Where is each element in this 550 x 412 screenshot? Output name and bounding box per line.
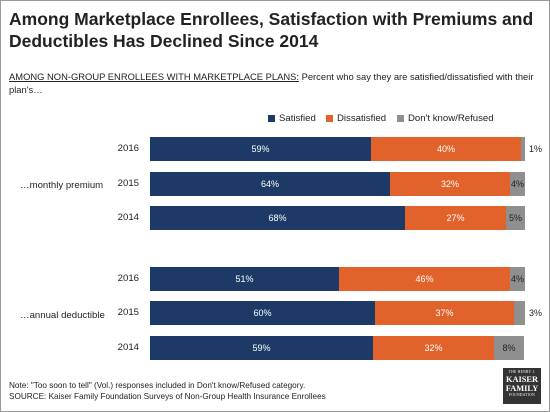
row-year-label: 2016 (117, 143, 139, 154)
logo-line-1: THE HENRY J. (508, 370, 536, 374)
row-year-label: 2015 (117, 178, 139, 189)
bar-segment-dissatisfied: 40% (371, 137, 521, 161)
row-year-label: 2014 (117, 342, 139, 353)
legend-item-dont-know: Don't know/Refused (397, 113, 494, 124)
bar-segment-dont-know: 1% (521, 137, 542, 161)
chart-note: Note: "Too soon to tell" (Vol.) response… (9, 381, 306, 390)
bar-segment-dissatisfied: 46% (339, 267, 510, 291)
bar-value-label: 32% (440, 179, 459, 189)
legend-swatch-dont-know (397, 115, 404, 122)
bar-value-label: 4% (510, 179, 524, 189)
legend-item-satisfied: Satisfied (268, 113, 316, 124)
bar-row: 64% 32% 4% (150, 172, 525, 196)
bar-value-label: 59% (251, 144, 270, 154)
chart-subtitle: AMONG NON-GROUP ENROLLEES WITH MARKETPLA… (9, 71, 539, 96)
bar-value-label: 4% (510, 274, 524, 284)
row-year-label: 2014 (117, 212, 139, 223)
bar-segment-satisfied: 60% (150, 301, 375, 325)
group-label-deductible: …annual deductible (20, 310, 105, 321)
subtitle-question: Percent who say they are satisfied/dissa… (9, 71, 534, 95)
logo-line-2b: FAMILY (505, 384, 539, 393)
bar-value-label: 1% (529, 144, 543, 154)
bar-row: 59% 40% 1% (150, 137, 542, 161)
bar-value-label: 40% (436, 144, 455, 154)
bar-segment-dissatisfied: 37% (375, 301, 514, 325)
bar-value-label: 27% (446, 213, 465, 223)
bar-row: 60% 37% 3% (150, 301, 542, 325)
chart-source: SOURCE: Kaiser Family Foundation Surveys… (9, 392, 326, 401)
bar-segment-dont-know: 3% (514, 301, 542, 325)
bar-segment-satisfied: 51% (150, 267, 339, 291)
chart-title: Among Marketplace Enrollees, Satisfactio… (9, 9, 534, 51)
bar-segment-satisfied: 68% (150, 206, 405, 230)
bar-segment-dont-know: 8% (494, 336, 524, 360)
bar-value-label: 51% (235, 274, 254, 284)
row-year-label: 2016 (117, 273, 139, 284)
kff-logo: THE HENRY J. KAISER FAMILY FOUNDATION (503, 368, 541, 404)
bar-segment-dissatisfied: 32% (390, 172, 510, 196)
legend-label-dont-know: Don't know/Refused (408, 113, 494, 124)
legend-item-dissatisfied: Dissatisfied (326, 113, 386, 124)
bar-segment-dont-know: 4% (510, 172, 525, 196)
legend-swatch-dissatisfied (326, 115, 333, 122)
bar-value-label: 46% (415, 274, 434, 284)
bar-segment-satisfied: 64% (150, 172, 390, 196)
bar-value-label: 5% (508, 213, 522, 223)
logo-line-3: FOUNDATION (508, 393, 536, 397)
subtitle-population: AMONG NON-GROUP ENROLLEES WITH MARKETPLA… (9, 71, 299, 82)
legend-swatch-satisfied (268, 115, 275, 122)
bar-value-label: 8% (502, 343, 516, 353)
bar-row: 68% 27% 5% (150, 206, 525, 230)
bar-value-label: 32% (424, 343, 443, 353)
bar-segment-dont-know: 4% (510, 267, 525, 291)
bar-segment-dont-know: 5% (506, 206, 525, 230)
bar-row: 59% 32% 8% (150, 336, 524, 360)
bar-value-label: 59% (252, 343, 271, 353)
bar-value-label: 64% (260, 179, 279, 189)
bar-segment-satisfied: 59% (150, 336, 373, 360)
chart-legend: Satisfied Dissatisfied Don't know/Refuse… (0, 113, 550, 127)
group-label-premium: …monthly premium (20, 180, 104, 191)
bar-row: 51% 46% 4% (150, 267, 525, 291)
logo-line-2a: KAISER (505, 375, 539, 384)
bar-segment-dissatisfied: 32% (373, 336, 494, 360)
bar-segment-dissatisfied: 27% (405, 206, 506, 230)
bar-segment-satisfied: 59% (150, 137, 371, 161)
row-year-label: 2015 (117, 307, 139, 318)
bar-value-label: 3% (529, 308, 543, 318)
legend-label-satisfied: Satisfied (279, 113, 316, 124)
bar-value-label: 68% (268, 213, 287, 223)
legend-label-dissatisfied: Dissatisfied (337, 113, 387, 124)
bar-value-label: 60% (253, 308, 272, 318)
bar-value-label: 37% (435, 308, 454, 318)
